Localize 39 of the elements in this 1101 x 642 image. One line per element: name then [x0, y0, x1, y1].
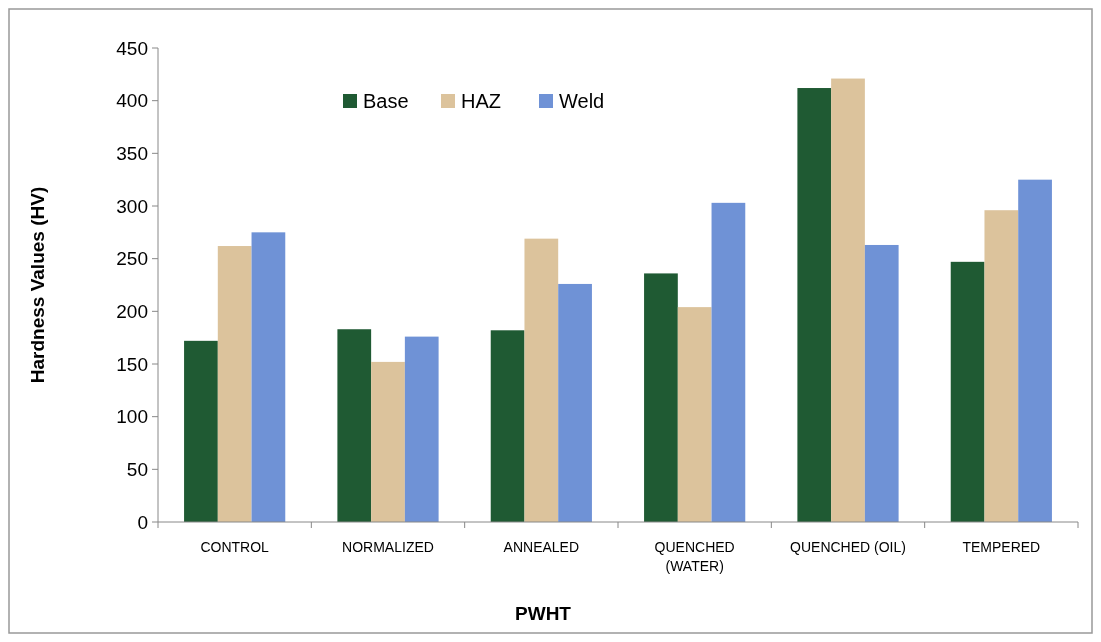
x-tick-label: QUENCHED (WATER): [654, 539, 735, 574]
x-tick-label: ANNEALED: [503, 539, 580, 555]
bar: [371, 361, 405, 522]
bar: [950, 261, 985, 522]
x-axis-title: PWHT: [515, 603, 572, 624]
bar: [184, 340, 218, 522]
x-tick-label: CONTROL: [200, 539, 270, 555]
bar: [984, 210, 1019, 522]
bar: [217, 246, 252, 522]
y-tick-label: 0: [137, 511, 148, 533]
x-tick-label: TEMPERED: [962, 539, 1041, 555]
y-tick-label: 250: [116, 248, 148, 270]
x-tick-label: NORMALIZED: [342, 539, 434, 555]
bar: [337, 329, 372, 522]
bar: [797, 88, 832, 522]
bar: [490, 330, 525, 522]
bar: [864, 244, 899, 522]
bar: [1018, 179, 1052, 522]
bar: [558, 283, 592, 522]
bar: [677, 307, 712, 522]
y-tick-label: 150: [116, 353, 148, 375]
y-tick-label: 50: [126, 458, 148, 480]
y-tick-label: 400: [116, 90, 148, 112]
y-tick-label: 350: [116, 142, 148, 164]
y-axis-title: Hardness Values (HV): [27, 186, 48, 384]
bar: [644, 273, 678, 522]
x-tick-label: QUENCHED (OIL): [790, 539, 906, 555]
bar: [711, 202, 746, 522]
bar: [404, 336, 439, 522]
legend-label: Base: [363, 90, 409, 112]
y-tick-label: 100: [116, 406, 148, 428]
bar: [251, 232, 286, 522]
legend-label: HAZ: [461, 90, 501, 112]
bar: [831, 78, 865, 522]
legend-label: Weld: [559, 90, 605, 112]
y-tick-label: 300: [116, 195, 148, 217]
bar: [524, 238, 559, 522]
y-tick-label: 200: [116, 300, 148, 322]
y-tick-label: 450: [116, 37, 148, 59]
